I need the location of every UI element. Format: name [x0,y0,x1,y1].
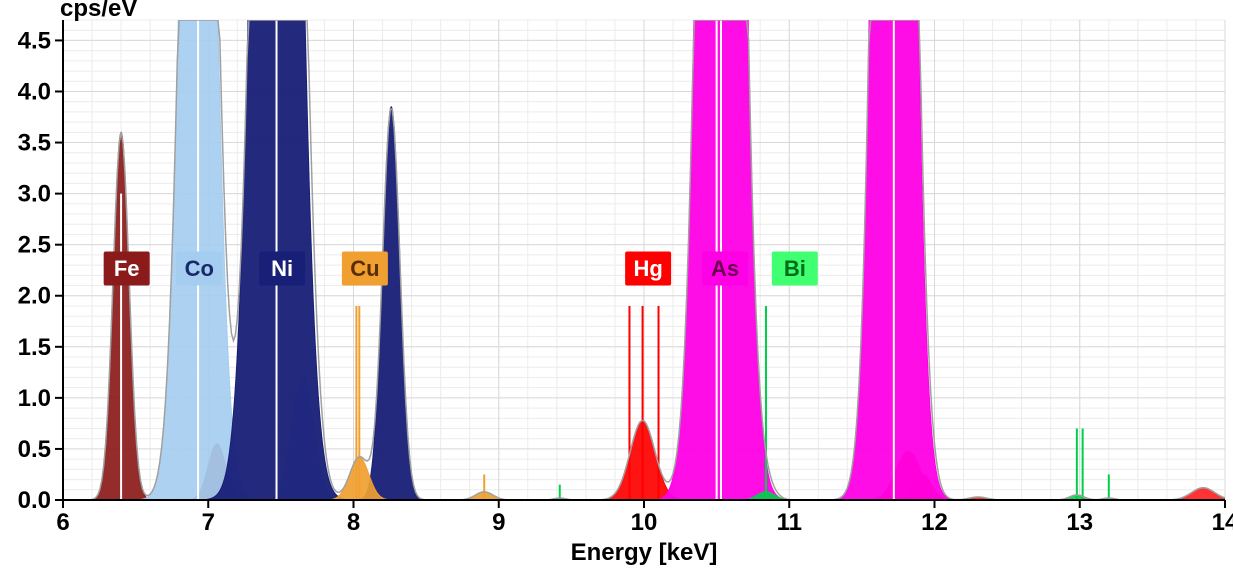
x-tick-label: 13 [1066,509,1093,536]
y-tick-label: 0.5 [18,436,51,463]
xrf-spectrum-chart: Fe Co Ni Cu Hg As Bi 6 7 8 9 10 11 12 13 14 0.0 0.5 1.0 1.5… [0,0,1233,582]
element-label-text: As [711,256,739,281]
y-tick-label: 2.5 [18,232,51,259]
x-tick-label: 8 [347,509,360,536]
element-label-text: Cu [350,256,379,281]
y-tick-label: 3.0 [18,181,51,208]
x-tick-label: 11 [777,509,802,536]
element-label-text: Fe [114,256,140,281]
y-tick-label: 3.5 [18,130,51,157]
x-tick-label: 14 [1212,509,1233,536]
y-tick-label: 4.0 [18,78,51,105]
y-tick-label: 0.0 [18,487,51,514]
element-label-ni: Ni [259,252,305,286]
element-label-bi: Bi [772,252,818,286]
y-tick-label: 4.5 [18,27,51,54]
y-tick-label: 1.5 [18,334,51,361]
x-tick-label: 9 [492,509,505,536]
y-axis-label: cps/eV [60,0,137,22]
element-label-co: Co [176,252,222,286]
x-tick-label: 12 [921,509,948,536]
spectrum-svg: Fe Co Ni Cu Hg As Bi 6 7 8 9 10 11 12 13 14 0.0 0.5 1.0 1.5… [0,0,1233,582]
y-tick-label: 2.0 [18,283,51,310]
element-label-text: Co [185,256,214,281]
element-label-as: As [702,252,748,286]
y-tick-label: 1.0 [18,385,51,412]
x-tick-label: 6 [56,509,69,536]
element-label-fe: Fe [104,252,150,286]
element-label-text: Hg [633,256,662,281]
element-label-text: Ni [271,256,293,281]
x-tick-label: 7 [202,509,215,536]
element-label-hg: Hg [625,252,671,286]
x-axis-label: Energy [keV] [571,539,718,566]
element-label-cu: Cu [342,252,388,286]
x-tick-label: 10 [631,509,658,536]
element-label-text: Bi [784,256,806,281]
